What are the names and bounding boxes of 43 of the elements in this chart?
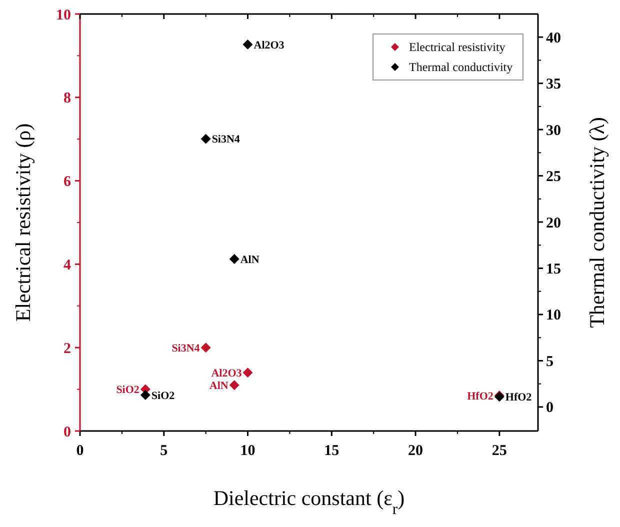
y2-tick-label: 10 — [546, 308, 561, 324]
y-axis-title: Electrical resistivity (ρ) — [11, 123, 35, 322]
data-label: HfO2 — [505, 392, 532, 404]
y-tick-label: 8 — [64, 90, 71, 107]
x-tick-label: 5 — [160, 443, 168, 459]
y2-axis-title: Thermal conductivity (λ) — [585, 117, 609, 328]
y2-tick-label: 20 — [546, 215, 561, 232]
data-label: Si3N4 — [212, 134, 240, 146]
data-label: HfO2 — [467, 390, 494, 402]
point — [242, 368, 253, 378]
data-label: Al2O3 — [254, 39, 285, 52]
y2-tick-label: 15 — [546, 262, 561, 278]
y2-tick-label: 25 — [546, 169, 561, 186]
y2-tick-label: 30 — [546, 122, 561, 139]
point — [229, 380, 240, 390]
y2-tick-label: 0 — [546, 400, 554, 416]
y2-tick-label: 35 — [546, 76, 561, 93]
x-tick-label: 10 — [240, 443, 256, 459]
point — [229, 254, 240, 264]
data-label: AlN — [240, 254, 260, 266]
legend-label: Thermal conductivity — [409, 60, 513, 74]
legend-label: Electrical resistivity — [409, 40, 506, 54]
y-tick-label: 4 — [64, 257, 72, 274]
data-label: AlN — [209, 380, 228, 392]
y-tick-label: 2 — [64, 340, 71, 357]
y-tick-label: 0 — [64, 424, 71, 440]
y2-tick-label: 40 — [546, 30, 561, 46]
x-tick-label: 25 — [492, 443, 507, 459]
point — [140, 390, 150, 400]
y-tick-label: 6 — [64, 174, 72, 190]
x-axis-title: Dielectric constant (ε$_{r}$) — [213, 486, 405, 518]
y2-tick-label: 5 — [546, 354, 554, 370]
point — [200, 342, 211, 353]
y-tick-label: 10 — [56, 7, 71, 24]
data-label: Al2O3 — [211, 367, 242, 380]
data-label: SiO2 — [116, 384, 140, 396]
x-tick-label: 20 — [408, 443, 424, 459]
x-tick-label: 15 — [324, 443, 340, 459]
data-label: Si3N4 — [172, 342, 200, 354]
x-tick-label: 0 — [76, 443, 84, 459]
data-label: SiO2 — [151, 390, 176, 402]
point — [200, 134, 211, 144]
point — [242, 40, 253, 50]
